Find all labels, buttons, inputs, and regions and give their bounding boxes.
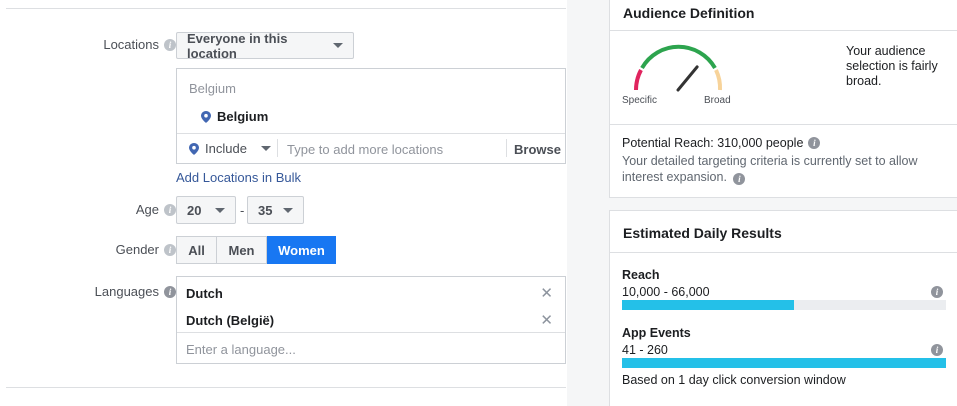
divider <box>177 332 565 333</box>
divider <box>6 8 566 9</box>
age-max-dropdown[interactable]: 35 <box>247 196 304 224</box>
selected-location-item[interactable]: Belgium <box>201 109 268 124</box>
close-icon[interactable]: ✕ <box>540 312 553 329</box>
reach-label: Reach <box>622 268 660 282</box>
gauge-needle <box>676 65 699 92</box>
app-events-bar-fill <box>622 358 946 368</box>
info-icon[interactable]: i <box>808 137 821 149</box>
info-icon[interactable]: i <box>164 203 176 216</box>
language-label: Dutch (België) <box>186 312 275 328</box>
location-pin-icon <box>201 110 211 123</box>
audience-definition-title: Audience Definition <box>623 5 755 21</box>
include-label: Include <box>205 141 247 156</box>
gender-option-men[interactable]: Men <box>217 236 267 264</box>
info-icon[interactable]: i <box>733 173 746 185</box>
age-max-value: 35 <box>258 202 273 218</box>
age-min-dropdown[interactable]: 20 <box>176 196 236 224</box>
language-item: Dutch (België) ✕ <box>186 311 553 329</box>
languages-label-text: Languages <box>94 284 159 299</box>
browse-button[interactable]: Browse <box>514 142 561 157</box>
chevron-down-icon <box>260 146 271 151</box>
location-pin-icon <box>189 142 199 155</box>
info-icon[interactable]: i <box>164 38 176 51</box>
reach-bar <box>622 300 946 310</box>
location-box: Belgium Belgium Include Type to add more… <box>176 68 566 164</box>
conversion-window-note: Based on 1 day click conversion window <box>622 373 846 387</box>
languages-label: Languages i <box>95 284 176 299</box>
gender-option-all[interactable]: All <box>176 236 217 264</box>
age-min-value: 20 <box>187 202 202 218</box>
selected-location-label: Belgium <box>217 109 269 124</box>
audience-definition-card: Audience Definition Specific Broad Your … <box>609 0 957 198</box>
language-input[interactable]: Enter a language... <box>186 342 296 357</box>
chevron-down-icon <box>333 43 343 48</box>
info-icon[interactable]: i <box>164 285 176 298</box>
gauge-left-label: Specific <box>622 95 658 106</box>
divider <box>610 252 957 253</box>
gauge-yellow-segment <box>714 69 723 91</box>
app-events-range: 41 - 260 <box>622 343 668 357</box>
age-separator: - <box>240 203 245 218</box>
audience-gauge <box>633 44 723 92</box>
languages-box: Dutch ✕ Dutch (België) ✕ Enter a languag… <box>176 276 566 364</box>
location-mode-value: Everyone in this location <box>187 30 288 61</box>
chevron-down-icon <box>283 207 293 213</box>
divider <box>177 133 565 134</box>
gender-option-women[interactable]: Women <box>267 236 336 264</box>
language-label: Dutch <box>186 285 223 301</box>
locations-label: Locations i <box>103 37 176 52</box>
estimated-daily-results-card: Estimated Daily Results Reach 10,000 - 6… <box>609 210 957 406</box>
potential-reach-text: Potential Reach: 310,000 people <box>622 136 804 150</box>
potential-reach: Potential Reach: 310,000 people i <box>622 136 821 150</box>
gauge-green-segment <box>640 44 717 70</box>
targeting-form: Locations i Everyone in this location Be… <box>6 8 566 388</box>
gauge-right-label: Broad <box>704 95 731 106</box>
divider <box>277 139 278 157</box>
location-search-input[interactable]: Type to add more locations <box>287 142 444 157</box>
locations-label-text: Locations <box>103 37 159 52</box>
divider <box>506 139 507 157</box>
targeting-note-text: Your detailed targeting criteria is curr… <box>622 154 918 184</box>
reach-range: 10,000 - 66,000 <box>622 285 710 299</box>
divider <box>610 124 957 125</box>
chevron-down-icon <box>215 207 225 213</box>
divider <box>6 387 566 388</box>
targeting-note: Your detailed targeting criteria is curr… <box>622 153 942 185</box>
age-label: Age i <box>136 202 176 217</box>
close-icon[interactable]: ✕ <box>540 285 553 302</box>
age-label-text: Age <box>135 202 159 217</box>
app-events-label: App Events <box>622 326 691 340</box>
add-locations-bulk-link[interactable]: Add Locations in Bulk <box>176 170 302 185</box>
info-icon[interactable]: i <box>931 344 943 356</box>
estimated-results-title: Estimated Daily Results <box>623 225 782 241</box>
app-events-bar <box>622 358 946 368</box>
audience-summary: Your audience selection is fairly broad. <box>846 44 938 88</box>
gauge-red-segment <box>633 69 643 91</box>
reach-bar-fill <box>622 300 794 310</box>
gender-label-text: Gender <box>115 242 159 257</box>
location-mode-dropdown[interactable]: Everyone in this location <box>176 30 354 61</box>
info-icon[interactable]: i <box>931 286 943 298</box>
location-group-header: Belgium <box>189 81 236 96</box>
divider <box>610 30 957 31</box>
gender-selector: All Men Women <box>176 236 336 264</box>
include-dropdown[interactable]: Include <box>189 141 271 156</box>
language-item: Dutch ✕ <box>186 284 553 302</box>
info-icon[interactable]: i <box>164 243 176 256</box>
gender-label: Gender i <box>116 242 176 257</box>
